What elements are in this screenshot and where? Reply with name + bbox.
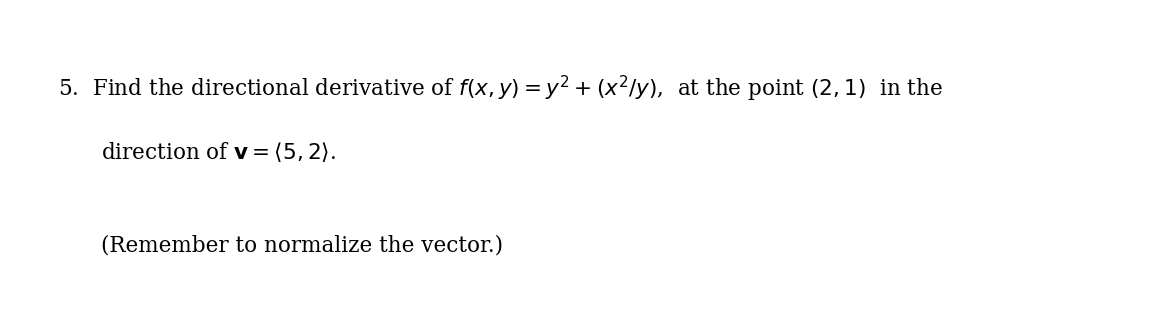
Text: (Remember to normalize the vector.): (Remember to normalize the vector.) <box>101 235 503 257</box>
Text: 5.  Find the directional derivative of $f(x, y) = y^2 + (x^2/y)$,  at the point : 5. Find the directional derivative of $f… <box>58 74 942 104</box>
Text: direction of $\mathbf{v} = \langle 5, 2 \rangle$.: direction of $\mathbf{v} = \langle 5, 2 … <box>101 140 336 164</box>
